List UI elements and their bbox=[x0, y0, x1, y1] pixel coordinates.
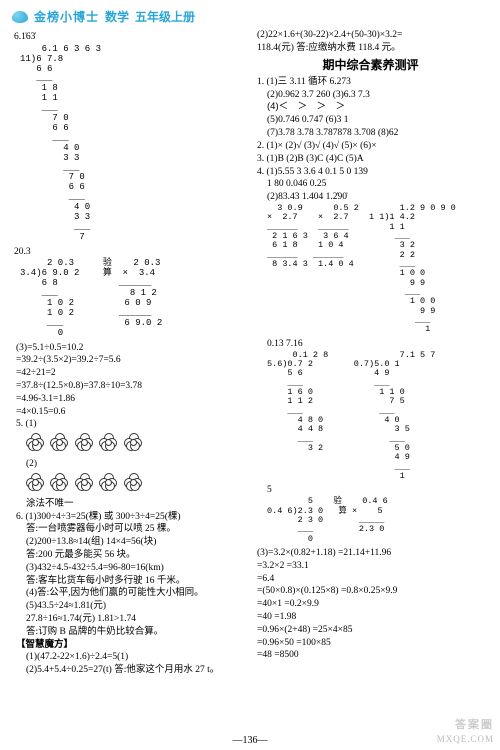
flower-icon bbox=[50, 433, 68, 451]
midterm-title: 期中综合素养测评 bbox=[253, 57, 488, 73]
longdiv-2a: 2 0.3 3.4)6 9.0 2 6 8 ___ 1 0 2 1 0 2 __… bbox=[20, 259, 79, 338]
page-header: 金榜小博士 数学 五年级上册 bbox=[12, 8, 488, 25]
r2: 118.4(元) 答:应缴纳水费 118.4 元。 bbox=[257, 42, 488, 55]
q6-3a: (3)432÷4.5-432÷5.4=96-80=16(km) bbox=[26, 562, 243, 575]
q3: 3. (1)B (2)B (3)C (4)C (5)A bbox=[257, 153, 488, 166]
watermark-url: MXQE.COM bbox=[437, 734, 494, 744]
eqr1b: =3.2×2 =33.1 bbox=[257, 560, 488, 573]
eqr1a: (3)=3.2×(0.82+1.18) =21.14+11.96 bbox=[257, 547, 488, 560]
brand-text: 金榜小博士 bbox=[34, 8, 99, 25]
q6-2a: (2)200÷13.8≈14(组) 14×4=56(块) bbox=[26, 536, 243, 549]
q1b: (2)0.962 3.7 260 (3)6.3 7.3 bbox=[267, 89, 488, 102]
r1: (2)22×1.6+(30-22)×2.4+(50-30)×3.2= bbox=[257, 29, 488, 42]
flower-icon bbox=[124, 473, 142, 491]
answer-203: 20.3 bbox=[14, 246, 243, 259]
q6-1b: 答:一台喷雾器每小时可以喷 25 棵。 bbox=[26, 523, 243, 536]
longdiv-1: 6.1 6 3 6 3 11)6 7.8 6 6 ___ 1 8 1 1 ___… bbox=[20, 45, 243, 243]
eq-5: =4.96-3.1=1.86 bbox=[16, 393, 243, 406]
q6-5b: 27.8÷16≈1.74(元) 1.81>1.74 bbox=[26, 613, 243, 626]
eq-1: (3)=5.1÷0.5=10.2 bbox=[16, 342, 243, 355]
flower-icon bbox=[26, 433, 44, 451]
q5-2: (2) bbox=[26, 458, 243, 471]
ld2-row: 2 0.3 3.4)6 9.0 2 6 8 ___ 1 0 2 1 0 2 __… bbox=[12, 258, 243, 341]
flower-icon bbox=[26, 473, 44, 491]
longdiv-2b: 验 2 0.3 算 × 3.4 ______ 8 1 2 6 0 9 _____… bbox=[97, 259, 162, 338]
page-number: —136— bbox=[0, 735, 500, 746]
q6-5a: (5)43.5÷24≈1.81(元) bbox=[26, 600, 243, 613]
flower-icon bbox=[99, 473, 117, 491]
eqr2c: =40 =1.98 bbox=[257, 611, 488, 624]
eq-6: =4×0.15=0.6 bbox=[16, 406, 243, 419]
eqr3b: =0.96×50 =100×85 bbox=[257, 637, 488, 650]
ld-r1: 3 0.9 0.5 2 1.2 9 0 9 0 × 2.7 × 2.7 1 1)… bbox=[267, 204, 488, 335]
q5-1: 5. (1) bbox=[16, 418, 243, 431]
eq-3: =42÷21=2 bbox=[16, 367, 243, 380]
flower-icon bbox=[99, 433, 117, 451]
flowers-row-2 bbox=[26, 473, 243, 496]
eq-2: =39.2÷(3.5×2)=39.2÷7=5.6 bbox=[16, 354, 243, 367]
eqr2b: =40×1 =0.2×9.9 bbox=[257, 598, 488, 611]
q6-1a: 6. (1)300÷4÷3=25(棵) 或 300÷3÷4=25(棵) bbox=[16, 511, 243, 524]
zm-1: (1)(47.2-22×1.6)÷2.4=5(1) bbox=[26, 651, 243, 664]
q4b: 1 80 0.046 0.25 bbox=[267, 178, 488, 191]
answer-6163: 6.1̇63̇ bbox=[14, 31, 243, 44]
flower-icon bbox=[124, 433, 142, 451]
left-column: 6.1̇63̇ 6.1 6 3 6 3 11)6 7.8 6 6 ___ 1 8… bbox=[12, 29, 243, 677]
watermark-logo: 答案圈 bbox=[455, 716, 494, 732]
q1c: (4)＜ ＞ ＞ ＞ bbox=[267, 101, 488, 114]
q1e: (7)3.78 3.78 3.787878 3.708 (8)62 bbox=[267, 127, 488, 140]
grade-text: 五年级上册 bbox=[135, 8, 195, 25]
logo-icon bbox=[12, 11, 28, 23]
q4a: 4. (1)5.55 3 3.6 4 0.1 5 0 139 bbox=[257, 166, 488, 179]
eq-4: =37.8÷(12.5×0.8)=37.8÷10=3.78 bbox=[16, 380, 243, 393]
q6-2b: 答:200 元最多能买 56 块。 bbox=[26, 549, 243, 562]
eqr3a: =0.96×(2+48) =25×4×85 bbox=[257, 624, 488, 637]
flower-icon bbox=[50, 473, 68, 491]
subject-text: 数学 bbox=[105, 8, 129, 25]
eqr3c: =48 =8500 bbox=[257, 649, 488, 662]
eqr2a: =(50×0.8)×(0.125×8) =0.8×0.25×9.9 bbox=[257, 585, 488, 598]
q6-4a: (4)答:公平,因为他们赢的可能性大小相同。 bbox=[26, 587, 243, 600]
flower-icon bbox=[75, 433, 93, 451]
tuofa: 涂法不唯一 bbox=[26, 498, 243, 511]
columns: 6.1̇63̇ 6.1 6 3 6 3 11)6 7.8 6 6 ___ 1 8… bbox=[12, 29, 488, 677]
row013: 0.13 7.16 bbox=[267, 338, 488, 351]
zm-2: (2)5.4+5.4÷0.25=27(t) 答:他家这个月用水 27 t。 bbox=[26, 664, 243, 677]
right-column: (2)22×1.6+(30-22)×2.4+(50-30)×3.2= 118.4… bbox=[253, 29, 488, 677]
page: 金榜小博士 数学 五年级上册 6.1̇63̇ 6.1 6 3 6 3 11)6 … bbox=[0, 0, 500, 750]
flower-icon bbox=[75, 473, 93, 491]
ld-r3: 5 验 0.4 6 0.4 6)2.3 0 算 × 5 2 3 0 _____ … bbox=[267, 497, 488, 544]
zhmf-title: 【智慧魔方】 bbox=[16, 639, 243, 652]
q2: 2. (1)× (2)√ (3)√ (4)√ (5)× (6)× bbox=[257, 140, 488, 153]
q1a: 1. (1)三 3.11 循环 6.273 bbox=[257, 76, 488, 89]
eqr1c: =6.4 bbox=[257, 573, 488, 586]
q6-3b: 答:客车比货车每小时多行驶 16 千米。 bbox=[26, 575, 243, 588]
q6-5c: 答:订购 B 品牌的牛奶比较合算。 bbox=[26, 626, 243, 639]
q1d: (5)0.746 0.747 (6)3 1 bbox=[267, 114, 488, 127]
ld-r2: 0.1 2 8 7.1 5 7 5.6)0.7 2 0.7)5.0 1 5 6 … bbox=[267, 351, 488, 482]
flowers-row-1 bbox=[26, 433, 243, 456]
